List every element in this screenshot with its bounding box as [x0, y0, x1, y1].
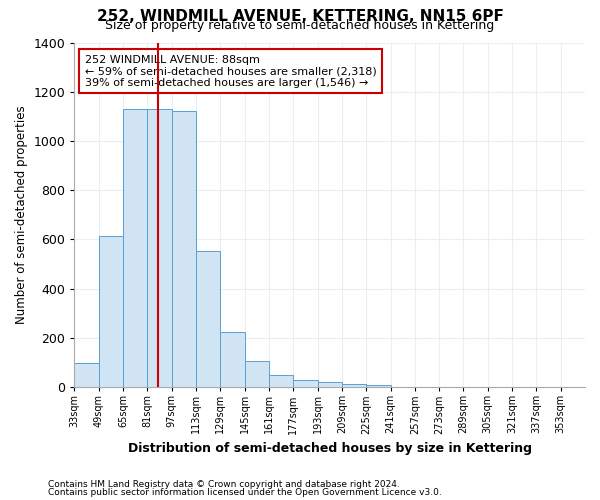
X-axis label: Distribution of semi-detached houses by size in Kettering: Distribution of semi-detached houses by … [128, 442, 532, 455]
Bar [220, 332, 245, 387]
Bar [269, 375, 293, 387]
Text: Contains HM Land Registry data © Crown copyright and database right 2024.: Contains HM Land Registry data © Crown c… [48, 480, 400, 489]
Bar [148, 109, 172, 387]
Y-axis label: Number of semi-detached properties: Number of semi-detached properties [15, 106, 28, 324]
Bar [123, 109, 148, 387]
Bar [342, 384, 366, 387]
Text: 252, WINDMILL AVENUE, KETTERING, NN15 6PF: 252, WINDMILL AVENUE, KETTERING, NN15 6P… [97, 9, 503, 24]
Bar [317, 382, 342, 387]
Bar [172, 112, 196, 387]
Bar [99, 236, 123, 387]
Bar [245, 362, 269, 387]
Bar [196, 250, 220, 387]
Text: Contains public sector information licensed under the Open Government Licence v3: Contains public sector information licen… [48, 488, 442, 497]
Text: Size of property relative to semi-detached houses in Kettering: Size of property relative to semi-detach… [106, 19, 494, 32]
Bar [293, 380, 317, 387]
Bar [366, 385, 391, 387]
Text: 252 WINDMILL AVENUE: 88sqm
← 59% of semi-detached houses are smaller (2,318)
39%: 252 WINDMILL AVENUE: 88sqm ← 59% of semi… [85, 54, 376, 88]
Bar [74, 362, 99, 387]
